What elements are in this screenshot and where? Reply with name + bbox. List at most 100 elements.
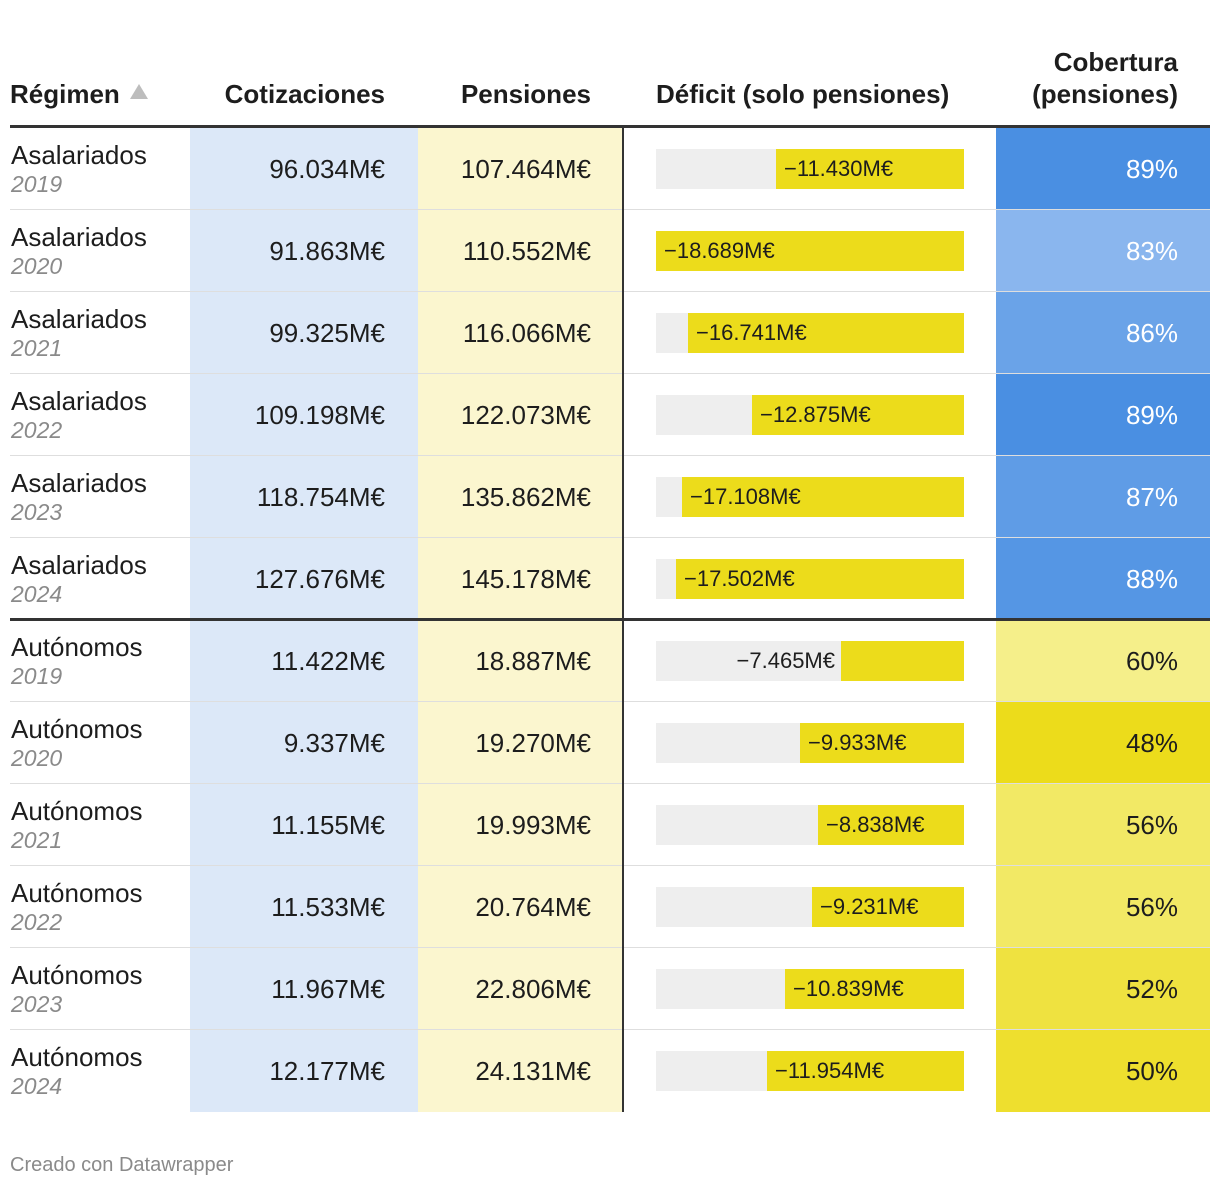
deficit-label: −10.839M€ bbox=[793, 976, 904, 1001]
footer-credit[interactable]: Creado con Datawrapper bbox=[10, 1154, 234, 1176]
header-deficit[interactable]: Déficit (solo pensiones) bbox=[656, 79, 950, 109]
deficit-bar-track: −9.231M€ bbox=[656, 887, 964, 927]
header-rule bbox=[10, 125, 1210, 128]
deficit-bar bbox=[656, 231, 964, 271]
row-separator bbox=[10, 291, 1210, 292]
table-body: Asalariados 2019 96.034M€ 107.464M€ −11.430M… bbox=[10, 128, 1210, 1112]
deficit-bar-track: −12.875M€ bbox=[656, 395, 964, 435]
cotizaciones-value: 11.967M€ bbox=[271, 974, 385, 1004]
table-row: Autónomos 2024 12.177M€ 24.131M€ −11.954M€ 50… bbox=[10, 1030, 1210, 1112]
header-cotizaciones[interactable]: Cotizaciones bbox=[224, 79, 385, 109]
regimen-name: Asalariados bbox=[11, 140, 147, 170]
cobertura-cell: 86% bbox=[996, 292, 1210, 374]
cotizaciones-value: 109.198M€ bbox=[254, 400, 385, 430]
regimen-year: 2024 bbox=[11, 581, 63, 607]
cotizaciones-value: 11.533M€ bbox=[271, 892, 385, 922]
column-divider bbox=[622, 456, 624, 538]
deficit-bar bbox=[682, 477, 964, 517]
cotizaciones-value: 91.863M€ bbox=[269, 236, 385, 266]
regimen-year: 2023 bbox=[11, 499, 63, 525]
deficit-label: −9.933M€ bbox=[808, 730, 907, 755]
cotizaciones-value: 9.337M€ bbox=[283, 728, 385, 758]
deficit-bar-track: −18.689M€ bbox=[656, 231, 964, 271]
pensiones-value: 145.178M€ bbox=[460, 564, 591, 594]
regimen-year: 2019 bbox=[11, 171, 63, 197]
regimen-year: 2021 bbox=[11, 335, 63, 361]
cobertura-value: 87% bbox=[1125, 482, 1178, 512]
pensiones-column-bg bbox=[418, 292, 622, 374]
header-regimen-label: Régimen bbox=[10, 79, 120, 109]
deficit-label: −8.838M€ bbox=[826, 812, 925, 837]
deficit-bar-track: −17.108M€ bbox=[656, 477, 964, 517]
cotizaciones-column-bg bbox=[190, 538, 418, 620]
pensiones-column-bg bbox=[418, 620, 622, 702]
pensiones-value: 22.806M€ bbox=[475, 974, 591, 1004]
regimen-name: Autónomos bbox=[11, 632, 143, 662]
row-separator bbox=[10, 783, 1210, 784]
pensiones-column-bg bbox=[418, 1030, 622, 1112]
pensiones-column-bg bbox=[418, 702, 622, 784]
row-separator bbox=[10, 701, 1210, 702]
regimen-year: 2020 bbox=[11, 745, 63, 771]
cotizaciones-column-bg bbox=[190, 620, 418, 702]
sort-ascending-icon[interactable] bbox=[129, 84, 148, 99]
cotizaciones-column-bg bbox=[190, 866, 418, 948]
cotizaciones-column-bg bbox=[190, 1030, 418, 1112]
data-table: Régimen Cotizaciones Pensiones Déficit (… bbox=[10, 0, 1210, 1112]
cobertura-value: 48% bbox=[1125, 728, 1178, 758]
table-row: Asalariados 2023 118.754M€ 135.862M€ −17.108… bbox=[10, 456, 1210, 538]
cotizaciones-value: 96.034M€ bbox=[269, 154, 385, 184]
column-divider bbox=[622, 866, 624, 948]
deficit-label: −18.689M€ bbox=[664, 238, 775, 263]
pensiones-value: 122.073M€ bbox=[460, 400, 591, 430]
pensiones-value: 19.993M€ bbox=[475, 810, 591, 840]
cotizaciones-value: 127.676M€ bbox=[254, 564, 385, 594]
cobertura-value: 88% bbox=[1125, 564, 1178, 594]
cobertura-cell: 50% bbox=[996, 1030, 1210, 1112]
header-pensiones[interactable]: Pensiones bbox=[460, 79, 591, 109]
pensiones-value: 110.552M€ bbox=[462, 236, 591, 266]
regimen-year: 2022 bbox=[11, 417, 63, 443]
pensiones-value: 24.131M€ bbox=[475, 1056, 591, 1086]
regimen-name: Autónomos bbox=[11, 1042, 143, 1072]
cobertura-value: 89% bbox=[1125, 154, 1178, 184]
cotizaciones-value: 11.422M€ bbox=[271, 646, 385, 676]
header-cobertura[interactable]: Cobertura (pensiones) bbox=[1032, 46, 1178, 110]
deficit-bar bbox=[800, 723, 964, 763]
column-divider bbox=[622, 538, 624, 620]
cobertura-cell: 89% bbox=[996, 128, 1210, 210]
deficit-bar bbox=[785, 969, 964, 1009]
cobertura-cell: 56% bbox=[996, 866, 1210, 948]
deficit-label: −9.231M€ bbox=[820, 894, 919, 919]
cobertura-value: 86% bbox=[1125, 318, 1178, 348]
pensiones-value: 116.066M€ bbox=[462, 318, 591, 348]
cobertura-value: 56% bbox=[1125, 892, 1178, 922]
regimen-year: 2023 bbox=[11, 991, 63, 1017]
table-row: Asalariados 2024 127.676M€ 145.178M€ −17.502… bbox=[10, 538, 1210, 621]
regimen-year: 2024 bbox=[11, 1073, 63, 1099]
deficit-bar-track: −11.954M€ bbox=[656, 1051, 964, 1091]
column-divider bbox=[622, 784, 624, 866]
regimen-name: Asalariados bbox=[11, 386, 147, 416]
column-divider bbox=[622, 292, 624, 374]
table-row: Asalariados 2021 99.325M€ 116.066M€ −16.741M… bbox=[10, 292, 1210, 374]
cobertura-value: 89% bbox=[1125, 400, 1178, 430]
pensiones-column-bg bbox=[418, 128, 622, 210]
deficit-bar-track: −9.933M€ bbox=[656, 723, 964, 763]
row-separator bbox=[10, 373, 1210, 374]
deficit-bar-track: −11.430M€ bbox=[656, 149, 964, 189]
cotizaciones-value: 11.155M€ bbox=[271, 810, 385, 840]
header-regimen[interactable]: Régimen bbox=[10, 78, 148, 110]
pensiones-column-bg bbox=[418, 374, 622, 456]
regimen-name: Autónomos bbox=[11, 796, 143, 826]
pensiones-column-bg bbox=[418, 456, 622, 538]
table-row: Autónomos 2022 11.533M€ 20.764M€ −9.231M€ 56% bbox=[10, 866, 1210, 948]
regimen-name: Autónomos bbox=[11, 714, 143, 744]
header-cobertura-line2: (pensiones) bbox=[1032, 79, 1178, 109]
cobertura-cell: 52% bbox=[996, 948, 1210, 1030]
cobertura-value: 52% bbox=[1125, 974, 1178, 1004]
row-separator bbox=[10, 1029, 1210, 1030]
table-row: Autónomos 2021 11.155M€ 19.993M€ −8.838M€ 56% bbox=[10, 784, 1210, 866]
table-row: Autónomos 2019 11.422M€ 18.887M€ −7.465M€ 60% bbox=[10, 620, 1210, 702]
cobertura-cell: 87% bbox=[996, 456, 1210, 538]
